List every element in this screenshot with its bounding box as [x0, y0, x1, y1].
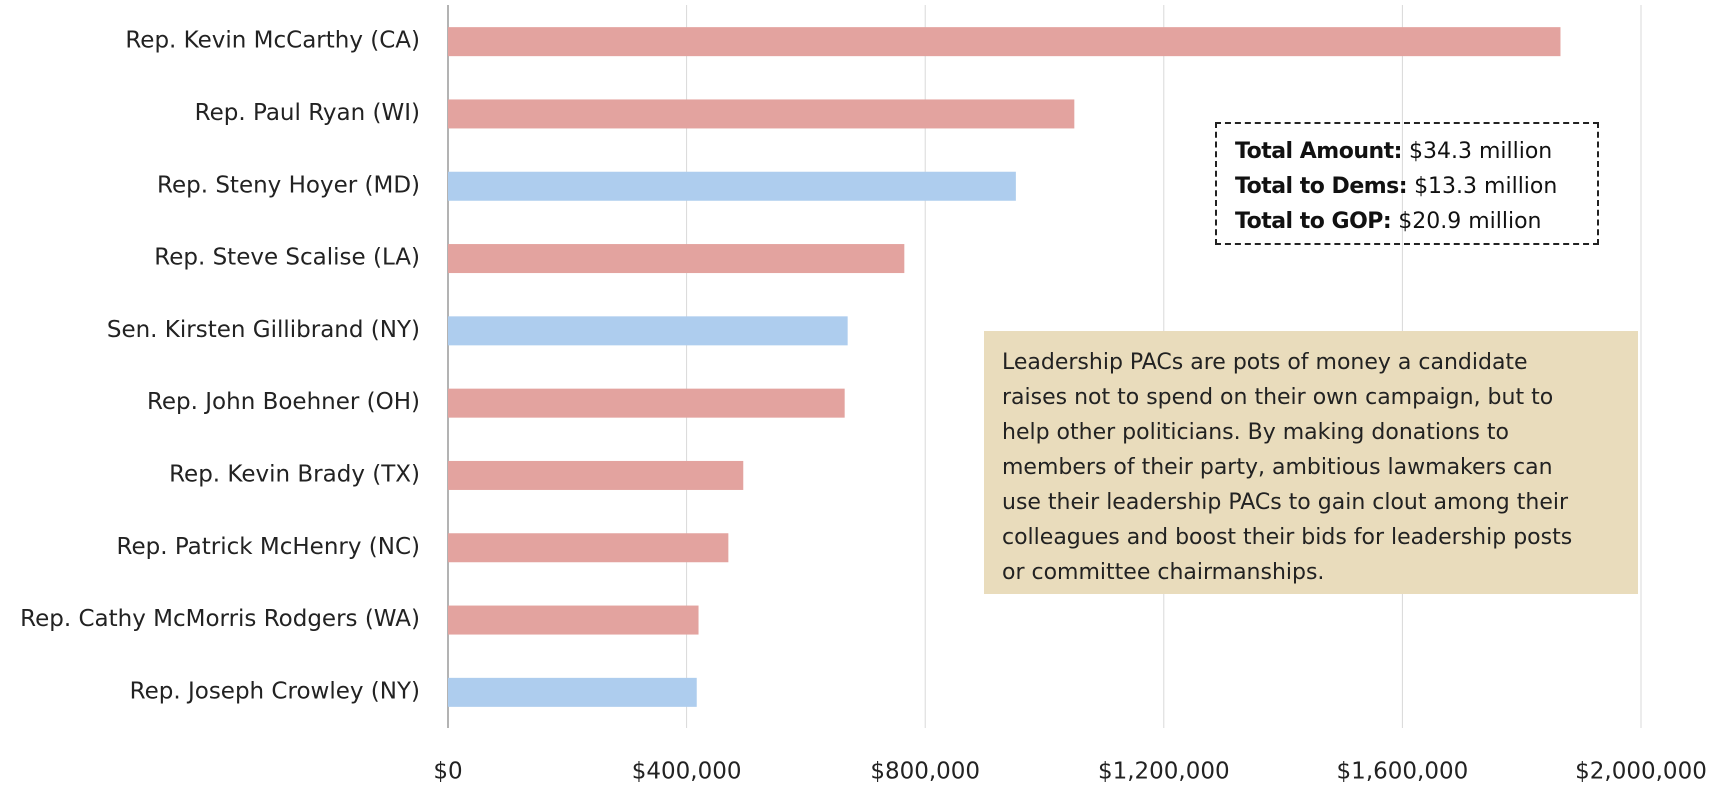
bar: [448, 605, 699, 635]
total-label: Total to GOP:: [1235, 209, 1392, 234]
bar: [448, 244, 905, 274]
note-box: Leadership PACs are pots of money a cand…: [984, 331, 1638, 594]
y-tick-label: Rep. Patrick McHenry (NC): [117, 534, 421, 560]
y-tick-label: Rep. Joseph Crowley (NY): [130, 678, 420, 704]
bar: [448, 388, 845, 418]
x-tick-label: $0: [433, 759, 462, 785]
bar: [448, 316, 848, 346]
y-tick-label: Rep. Steny Hoyer (MD): [157, 172, 420, 198]
x-tick-label: $400,000: [632, 759, 742, 785]
total-row: Total to GOP: $20.9 million: [1235, 204, 1579, 239]
note-line: or committee chairmanships.: [1002, 560, 1325, 585]
note-line: use their leadership PACs to gain clout …: [1002, 490, 1569, 515]
total-row: Total to Dems: $13.3 million: [1235, 169, 1579, 204]
y-tick-label: Rep. Paul Ryan (WI): [195, 100, 420, 126]
bar: [448, 533, 729, 563]
total-label: Total Amount:: [1235, 139, 1402, 164]
bar: [448, 27, 1561, 57]
total-value: $13.3 million: [1414, 174, 1558, 199]
x-tick-label: $1,200,000: [1098, 759, 1230, 785]
note-line: colleagues and boost their bids for lead…: [1002, 525, 1573, 550]
bar: [448, 677, 697, 707]
y-tick-label: Rep. Kevin McCarthy (CA): [125, 28, 420, 54]
total-value: $20.9 million: [1398, 209, 1542, 234]
y-tick-label: Rep. Kevin Brady (TX): [169, 461, 420, 487]
total-value: $34.3 million: [1408, 139, 1553, 164]
bar: [448, 99, 1075, 129]
bar: [448, 460, 744, 490]
note-line: Leadership PACs are pots of money a cand…: [1002, 350, 1528, 375]
y-tick-label: Sen. Kirsten Gillibrand (NY): [107, 317, 420, 343]
x-tick-label: $1,600,000: [1337, 759, 1469, 785]
note-line: members of their party, ambitious lawmak…: [1002, 455, 1553, 480]
y-tick-label: Rep. John Boehner (OH): [147, 389, 420, 415]
x-tick-label: $800,000: [870, 759, 980, 785]
note-line: raises not to spend on their own campaig…: [1002, 385, 1554, 410]
y-tick-label: Rep. Steve Scalise (LA): [154, 245, 420, 271]
x-tick-label: $2,000,000: [1575, 759, 1707, 785]
total-label: Total to Dems:: [1235, 174, 1408, 199]
totals-box: Total Amount: $34.3 million Total to Dems…: [1215, 122, 1599, 245]
note-line: help other politicians. By making donati…: [1002, 420, 1509, 445]
bar: [448, 171, 1016, 201]
total-row: Total Amount: $34.3 million: [1235, 134, 1579, 169]
y-tick-label: Rep. Cathy McMorris Rodgers (WA): [20, 606, 420, 632]
